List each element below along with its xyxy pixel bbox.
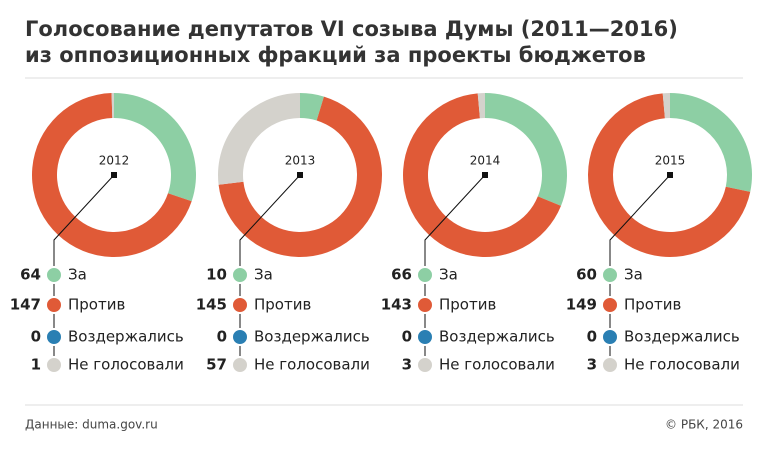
legend-dot [45, 356, 63, 374]
legend-value: 64 [20, 266, 41, 284]
leader-line [424, 174, 486, 365]
legend-dot [601, 356, 619, 374]
legend-dot [601, 296, 619, 314]
legend-dot [416, 266, 434, 284]
legend-value: 143 [381, 296, 412, 314]
legend-value: 0 [31, 328, 41, 346]
legend-value: 1 [31, 356, 41, 374]
legend-label: Воздержались [68, 328, 184, 346]
legend-value: 10 [206, 266, 227, 284]
donut-segment [218, 96, 382, 257]
legend-value: 147 [10, 296, 41, 314]
title-line: Голосование депутатов VI созыва Думы (20… [25, 17, 678, 41]
legend-label: Против [439, 296, 496, 314]
donut-segment [300, 93, 324, 121]
legend-dot [45, 328, 63, 346]
legend-label: Не голосовали [68, 356, 184, 374]
legend-value: 60 [576, 266, 597, 284]
legend-label: Воздержались [254, 328, 370, 346]
legend-value: 66 [391, 266, 412, 284]
legend-label: Против [254, 296, 311, 314]
title-line: из оппозиционных фракций за проекты бюдж… [25, 43, 646, 67]
legend-label: Против [624, 296, 681, 314]
legend-label: Не голосовали [254, 356, 370, 374]
legend-label: Против [68, 296, 125, 314]
legend-value: 3 [402, 356, 412, 374]
year-label: 2012 [99, 154, 130, 168]
donut-segment [31, 93, 192, 257]
donut-segment [485, 93, 567, 206]
legend-label: Не голосовали [624, 356, 740, 374]
legend-value: 0 [587, 328, 597, 346]
legend-value: 145 [196, 296, 227, 314]
legend-dot [231, 266, 249, 284]
legend-label: За [68, 266, 87, 284]
leader-line [53, 174, 115, 365]
donut-segment [114, 93, 196, 202]
legend-dot [45, 296, 63, 314]
legend-label: За [624, 266, 643, 284]
legend-label: За [439, 266, 458, 284]
donut-segment [477, 93, 485, 119]
donut-segment [402, 93, 561, 257]
leader-line [609, 174, 671, 365]
legend-dot [231, 328, 249, 346]
leader-line [239, 174, 301, 365]
donut-segment [111, 93, 114, 119]
legend-value: 3 [587, 356, 597, 374]
legend-label: Не голосовали [439, 356, 555, 374]
donut-segment [670, 93, 752, 192]
legend-value: 0 [402, 328, 412, 346]
donut-segment [662, 93, 670, 119]
legend-label: За [254, 266, 273, 284]
legend-dot [601, 328, 619, 346]
year-label: 2013 [285, 154, 316, 168]
year-label: 2014 [470, 154, 501, 168]
source: Данные: duma.gov.ru [25, 418, 158, 432]
legend-dot [45, 266, 63, 284]
legend-dot [416, 328, 434, 346]
donut-segment [588, 93, 751, 257]
legend-value: 0 [217, 328, 227, 346]
legend-dot [231, 356, 249, 374]
legend-dot [416, 296, 434, 314]
legend-dot [231, 296, 249, 314]
legend-dot [601, 266, 619, 284]
credit: © РБК, 2016 [665, 418, 743, 432]
legend-label: Воздержались [439, 328, 555, 346]
legend-label: Воздержались [624, 328, 740, 346]
year-label: 2015 [655, 154, 686, 168]
legend-value: 57 [206, 356, 227, 374]
legend-dot [416, 356, 434, 374]
legend-value: 149 [566, 296, 597, 314]
donut-segment [218, 93, 300, 185]
